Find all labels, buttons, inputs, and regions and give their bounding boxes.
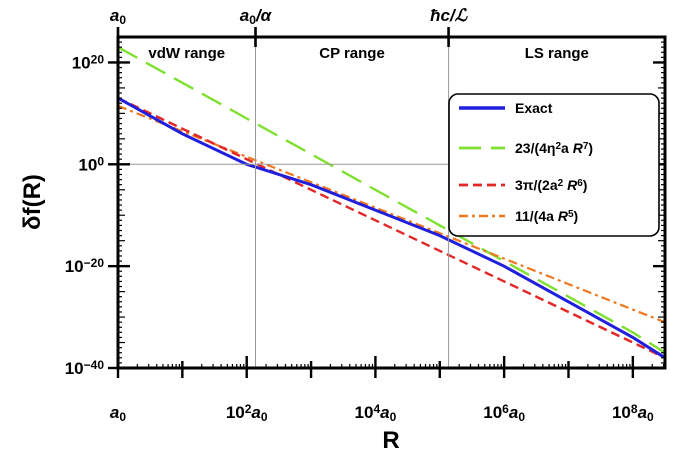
- x-tick-label-4: 108a0: [612, 402, 654, 424]
- y-tick-label-3: 10−40: [65, 358, 105, 378]
- x-tick-label-3: 106a0: [483, 402, 525, 424]
- series-line-0: [117, 96, 666, 360]
- legend-box: [448, 93, 660, 237]
- series-layer: [117, 46, 666, 360]
- top-label-2: ħc/ℒ: [430, 6, 468, 25]
- legend-label-1: 23/(4η2a R7): [515, 140, 593, 156]
- x-tick-label-0: a0: [110, 403, 126, 424]
- x-tick-label-1: 102a0: [226, 402, 268, 424]
- plot-frame: [116, 35, 667, 370]
- legend-label-2: 3π/(2a2 R6): [515, 177, 587, 193]
- legend-label-3: 11/(4a R5): [515, 208, 578, 224]
- region-label-2: LS range: [525, 45, 589, 62]
- x-tick-label-2: 104a0: [355, 402, 397, 424]
- y-tick-label-2: 10−20: [65, 256, 105, 276]
- series-line-2: [117, 97, 666, 359]
- region-label-1: CP range: [319, 45, 385, 62]
- axis-ticks: a0 102a0 104a0 106a0 108a0 1020 100 10−20 10−40 a…: [65, 6, 665, 424]
- series-line-1: [117, 46, 666, 354]
- x-axis-label: R: [382, 427, 399, 454]
- legend-label-0: Exact: [515, 100, 553, 116]
- region-label-0: vdW range: [148, 45, 225, 62]
- y-tick-label-1: 100: [78, 154, 104, 174]
- top-label-1: a0/α: [240, 6, 273, 27]
- top-label-0: a0: [110, 6, 126, 27]
- y-axis-label: δf(R): [19, 174, 46, 230]
- legend: Exact 23/(4η2a R7) 3π/(2a2 R6) 11/(4a R5): [448, 93, 660, 237]
- y-tick-label-0: 1020: [72, 52, 105, 72]
- region-labels: vdW range CP range LS range: [148, 45, 588, 62]
